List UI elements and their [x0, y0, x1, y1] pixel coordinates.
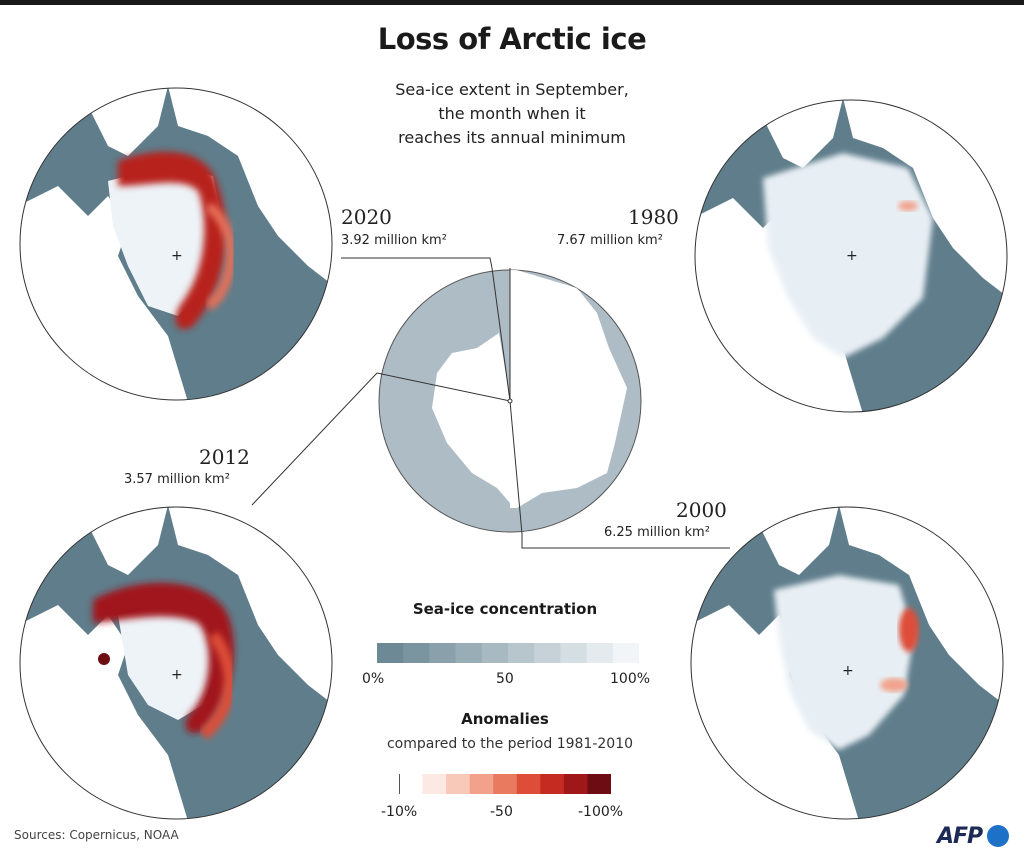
anomaly-swatch [563, 774, 588, 794]
afp-logo-dot [987, 825, 1009, 847]
land-north-america [691, 605, 859, 819]
anomaly-swatch [516, 774, 541, 794]
legend-anomalies-tick-2: -100% [578, 804, 624, 820]
legend-anomalies-tick-1: -50 [490, 804, 513, 820]
anomaly-swatch [493, 774, 518, 794]
anomaly-swatch [399, 774, 424, 794]
label-2020-extent: 3.92 million km² [341, 233, 447, 248]
anomaly-band [93, 582, 234, 734]
sources-text: Sources: Copernicus, NOAA [14, 828, 179, 842]
land-north-america [20, 186, 188, 400]
label-2012-extent: 3.57 million km² [124, 472, 230, 487]
legend-concentration-tick-0: 0% [362, 671, 385, 687]
label-2020-year: 2020 [341, 205, 392, 229]
anomaly-dot [98, 653, 110, 665]
comparison-disc [377, 268, 642, 534]
afp-logo-text: AFP [937, 824, 983, 849]
sea-ice [118, 605, 218, 720]
concentration-swatch [403, 643, 430, 663]
label-2000-year: 2000 [676, 498, 727, 522]
anomaly-fringe [199, 631, 236, 740]
label-1980-year: 1980 [628, 205, 679, 229]
anomaly-fringe [204, 202, 237, 311]
legend-concentration-title: Sea-ice concentration [412, 600, 598, 618]
legend-concentration-tick-2: 100% [610, 671, 651, 687]
sea-ice [774, 575, 914, 750]
sea-ice [108, 166, 223, 316]
page-title: Loss of Arctic ice [377, 22, 647, 56]
map-1980: + [694, 99, 1008, 413]
concentration-swatch [377, 643, 404, 663]
subtitle-line-3: reaches its annual minimum [398, 128, 626, 147]
concentration-swatch [508, 643, 535, 663]
concentration-swatch [429, 643, 457, 663]
legend-concentration-bar [377, 643, 639, 663]
concentration-swatch [586, 643, 614, 663]
svg-text:+: + [171, 667, 183, 683]
anomaly-swatch [469, 774, 494, 794]
legend-anomalies-bar [399, 774, 611, 794]
legend-anomalies-subtitle: compared to the period 1981-2010 [386, 736, 634, 752]
land-north-america [695, 198, 863, 412]
concentration-swatch [560, 643, 588, 663]
map-2020: + [19, 87, 333, 401]
subtitle-line-1: Sea-ice extent in September, [395, 80, 629, 99]
concentration-swatch [481, 643, 509, 663]
anomaly-band [118, 151, 226, 330]
label-2012-year: 2012 [199, 445, 250, 469]
extent-2012 [432, 333, 510, 503]
anomaly-spot [898, 201, 918, 211]
anomaly-spot-east [899, 608, 919, 652]
subtitle-line-2: the month when it [438, 104, 586, 123]
sea-ice [763, 153, 933, 358]
map-2012: + [19, 506, 333, 820]
anomaly-swatch [540, 774, 565, 794]
map-2000: + [690, 506, 1004, 820]
legend-concentration-tick-1: 50 [496, 671, 514, 687]
concentration-swatch [534, 643, 561, 663]
svg-text:+: + [846, 248, 858, 264]
legend-anomalies-tick-0: -10% [381, 804, 418, 820]
land-north-america [20, 605, 188, 819]
extent-1980 [510, 270, 627, 508]
svg-text:+: + [171, 248, 183, 264]
concentration-swatch [455, 643, 483, 663]
anomaly-swatch [446, 774, 471, 794]
label-1980-extent: 7.67 million km² [557, 233, 663, 248]
label-2000-extent: 6.25 million km² [604, 525, 710, 540]
page-subtitle: Sea-ice extent in September, the month w… [362, 78, 662, 150]
anomaly-swatch [422, 774, 447, 794]
svg-text:+: + [842, 663, 854, 679]
legend-anomalies-title: Anomalies [461, 710, 549, 728]
anomaly-swatch [587, 774, 611, 794]
concentration-swatch [612, 643, 639, 663]
top-bar [0, 0, 1024, 5]
anomaly-spot-south [880, 678, 908, 692]
